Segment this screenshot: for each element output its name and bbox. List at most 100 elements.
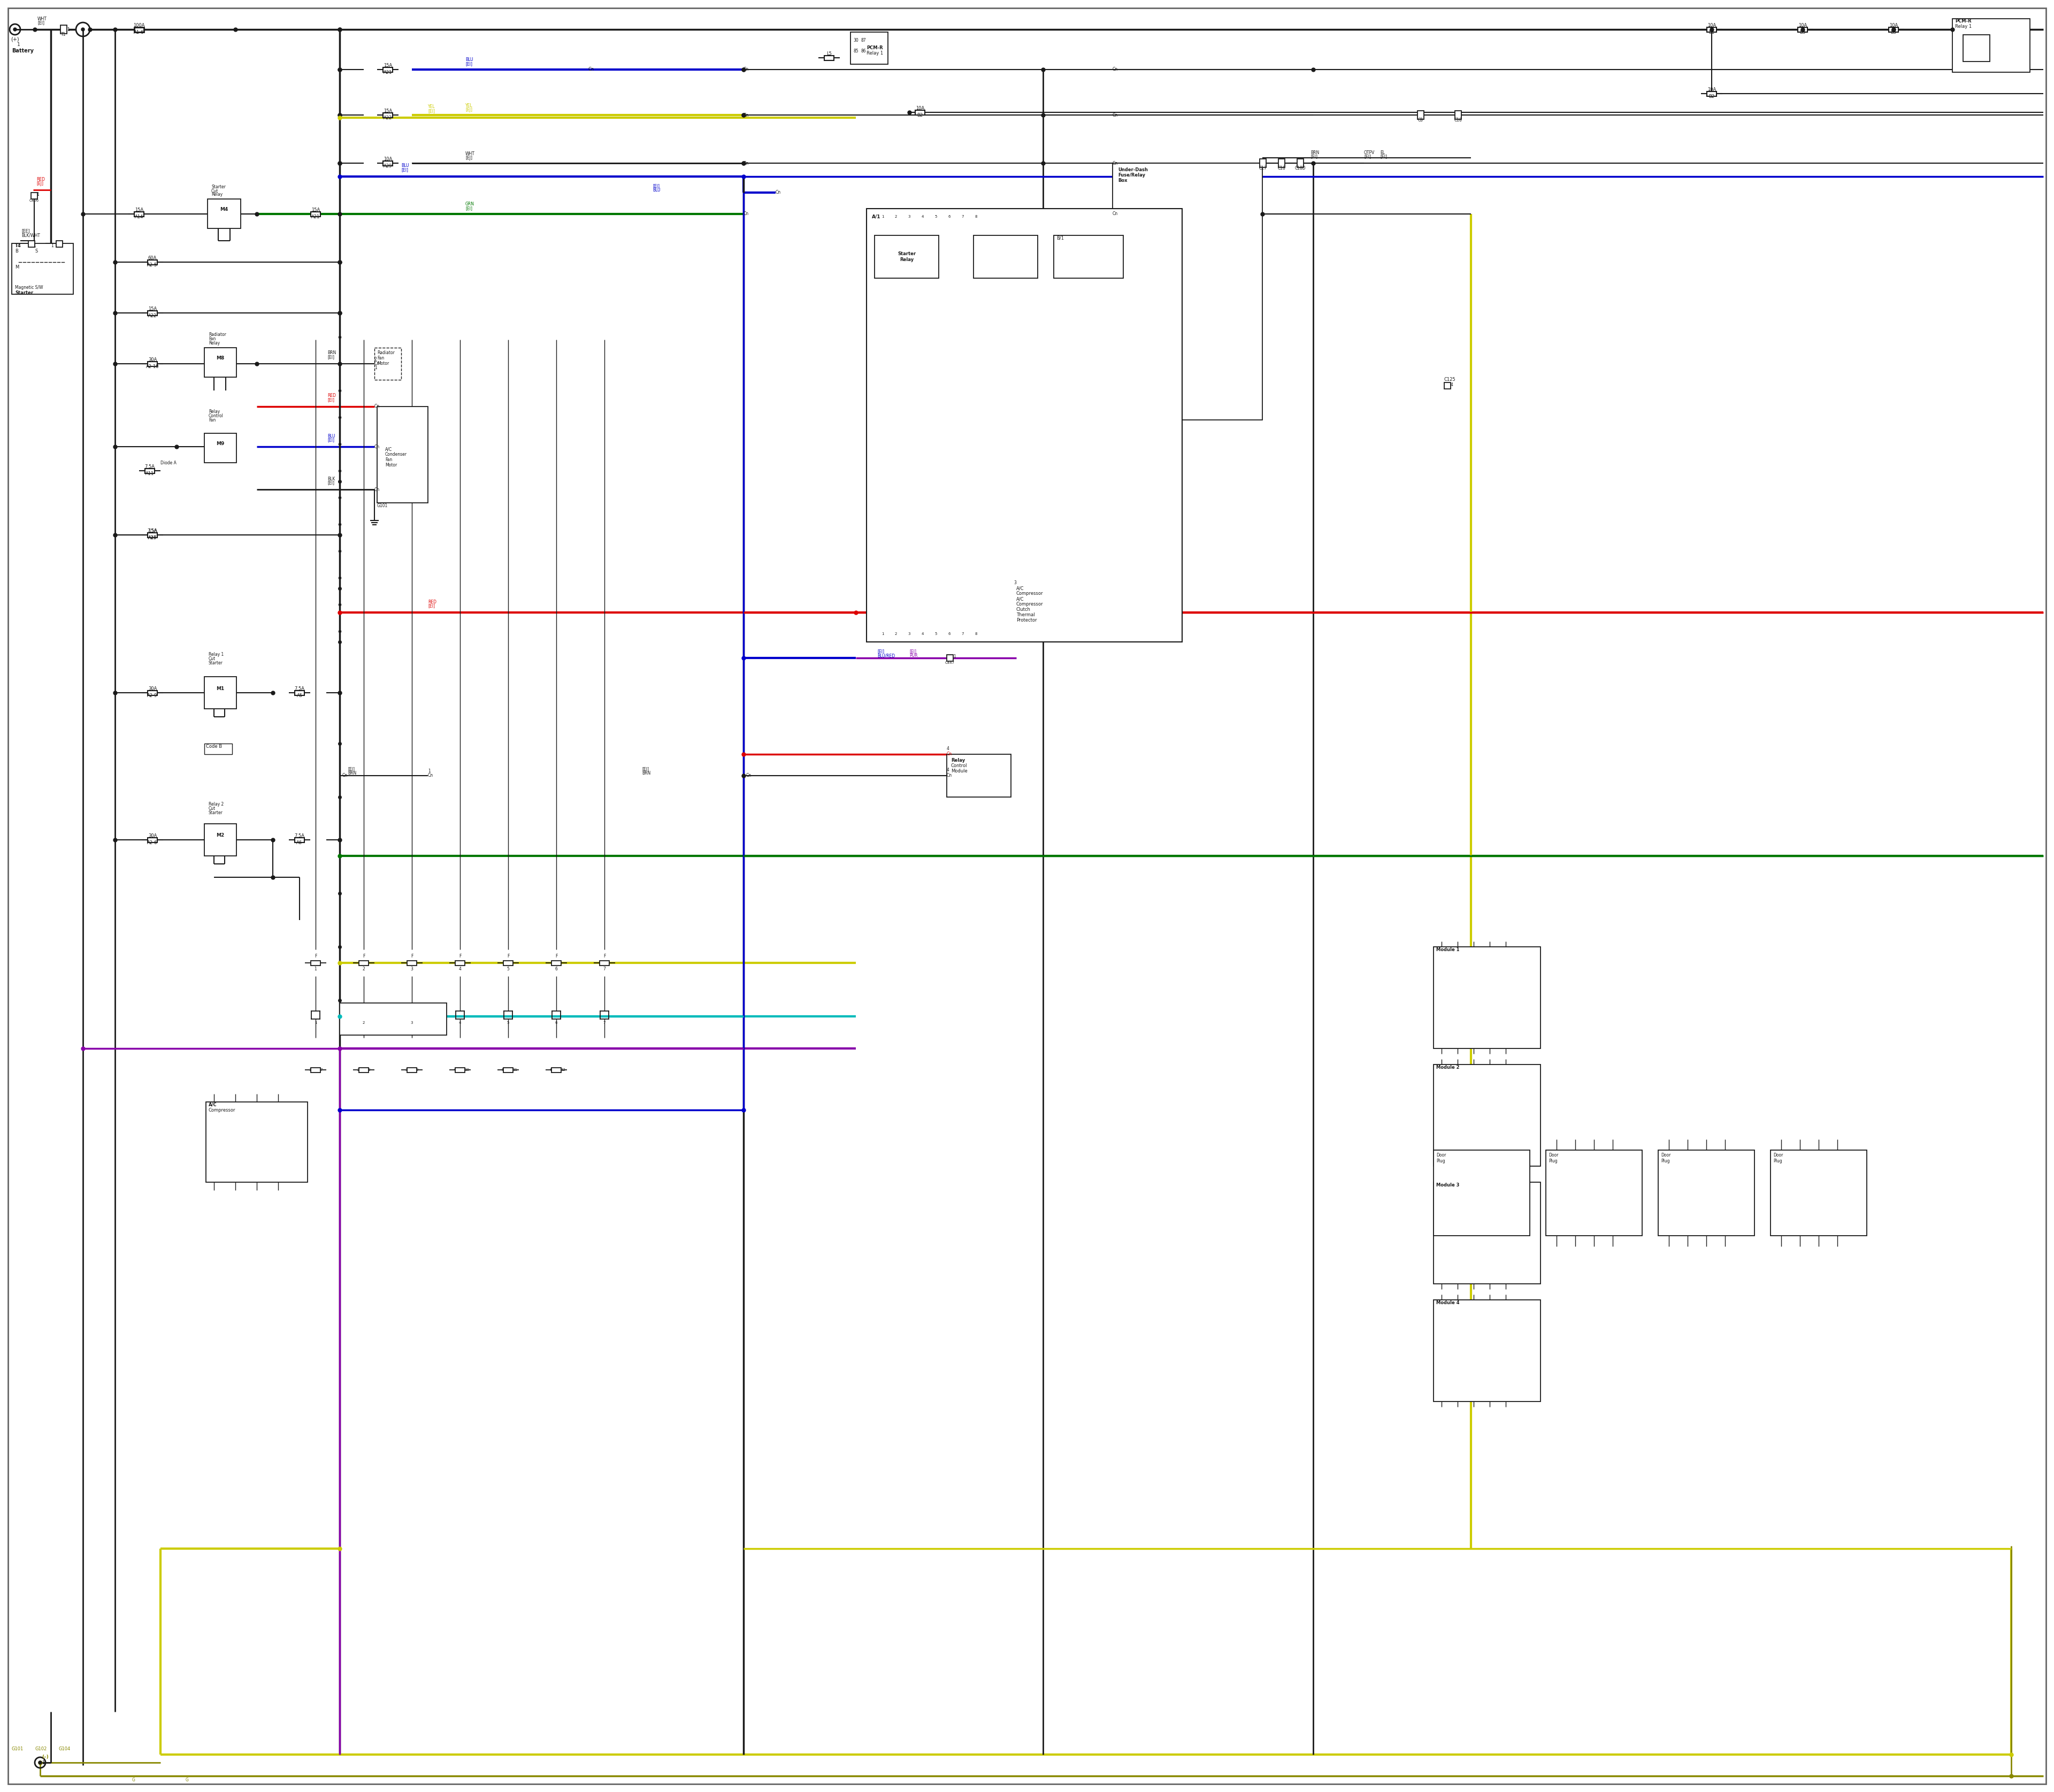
Text: A11: A11 bbox=[146, 471, 154, 477]
Text: Cn: Cn bbox=[947, 772, 953, 778]
Text: Module: Module bbox=[951, 769, 967, 774]
Text: Module 4: Module 4 bbox=[1436, 1301, 1460, 1305]
Text: 3: 3 bbox=[411, 968, 413, 971]
Text: [EI]: [EI] bbox=[641, 767, 649, 772]
Text: [EI]: [EI] bbox=[327, 355, 335, 360]
Text: 100A: 100A bbox=[134, 23, 146, 29]
Text: Door
Plug: Door Plug bbox=[1773, 1152, 1783, 1163]
Text: Relay 1: Relay 1 bbox=[867, 52, 883, 56]
Text: Box: Box bbox=[1117, 177, 1128, 183]
Text: [EI]: [EI] bbox=[910, 649, 916, 654]
Text: Cn: Cn bbox=[427, 772, 433, 778]
Text: B/1: B/1 bbox=[1056, 235, 1064, 240]
Text: B: B bbox=[14, 249, 18, 254]
Text: 4: 4 bbox=[454, 1068, 456, 1072]
Text: 30: 30 bbox=[852, 38, 859, 43]
Text: G102: G102 bbox=[35, 1747, 47, 1751]
Bar bbox=[1259, 159, 1265, 167]
Text: G: G bbox=[131, 1778, 136, 1783]
Bar bbox=[456, 961, 464, 966]
Text: 7: 7 bbox=[961, 215, 963, 219]
Text: BRN: BRN bbox=[641, 771, 651, 776]
Text: Cn: Cn bbox=[374, 487, 380, 491]
Text: Diode A: Diode A bbox=[160, 461, 177, 466]
Text: BRN: BRN bbox=[327, 351, 337, 355]
Text: Motor: Motor bbox=[378, 362, 388, 366]
Bar bbox=[148, 532, 158, 538]
Text: 6: 6 bbox=[555, 1021, 557, 1025]
Bar bbox=[382, 66, 392, 72]
Text: 1: 1 bbox=[953, 654, 955, 659]
Bar bbox=[407, 1068, 417, 1072]
Text: 15A: 15A bbox=[384, 109, 392, 113]
Text: 2: 2 bbox=[357, 1068, 359, 1072]
Text: BRN: BRN bbox=[347, 771, 357, 776]
Text: Cn: Cn bbox=[1113, 113, 1117, 118]
Text: 85: 85 bbox=[852, 48, 859, 54]
Text: Cn: Cn bbox=[1113, 66, 1117, 72]
Text: A/C: A/C bbox=[386, 446, 392, 452]
Text: Cn: Cn bbox=[343, 772, 347, 778]
Text: A22: A22 bbox=[148, 314, 156, 319]
Bar bbox=[974, 235, 1037, 278]
Text: [EI]: [EI] bbox=[466, 206, 472, 211]
Text: [EI]: [EI] bbox=[653, 185, 659, 188]
Text: A/C: A/C bbox=[210, 1102, 218, 1107]
Text: Cn: Cn bbox=[947, 753, 953, 756]
Text: YEL: YEL bbox=[466, 102, 472, 108]
Text: BLK: BLK bbox=[327, 477, 335, 482]
Circle shape bbox=[82, 29, 84, 30]
Text: (+): (+) bbox=[10, 36, 18, 41]
Bar bbox=[1658, 1150, 1754, 1236]
Text: 60A: 60A bbox=[148, 256, 156, 260]
Text: Starter: Starter bbox=[210, 810, 224, 815]
Text: Starter: Starter bbox=[14, 290, 33, 296]
Bar bbox=[1054, 235, 1124, 278]
Text: Cn: Cn bbox=[374, 362, 380, 366]
Text: C18D: C18D bbox=[1294, 167, 1306, 170]
Text: Compressor: Compressor bbox=[1017, 591, 1043, 597]
Text: Cn: Cn bbox=[1113, 161, 1117, 165]
Text: 8: 8 bbox=[368, 1068, 370, 1072]
Bar bbox=[916, 109, 924, 115]
Text: BLK/WHT: BLK/WHT bbox=[21, 233, 39, 238]
Bar bbox=[12, 244, 74, 294]
Text: 7.5A: 7.5A bbox=[144, 464, 154, 470]
Text: C18: C18 bbox=[1278, 167, 1286, 170]
Text: S: S bbox=[35, 249, 37, 254]
Bar bbox=[359, 961, 368, 966]
Bar bbox=[867, 208, 1183, 642]
Text: Magnetic S/W: Magnetic S/W bbox=[14, 285, 43, 290]
Text: 1: 1 bbox=[51, 244, 53, 249]
Text: OTPV: OTPV bbox=[1364, 151, 1374, 154]
Text: 3: 3 bbox=[405, 1068, 407, 1072]
Text: [EI]: [EI] bbox=[327, 480, 335, 486]
Text: Battery: Battery bbox=[12, 48, 33, 54]
Bar bbox=[55, 240, 62, 247]
Text: 1: 1 bbox=[16, 41, 21, 47]
Text: 86: 86 bbox=[861, 48, 867, 54]
Text: Control: Control bbox=[210, 414, 224, 418]
Text: A2-10: A2-10 bbox=[146, 364, 158, 369]
Bar bbox=[359, 1068, 368, 1072]
Text: 7: 7 bbox=[320, 1068, 322, 1072]
Text: Cn: Cn bbox=[744, 113, 750, 118]
Text: 6: 6 bbox=[949, 633, 951, 636]
Text: A2-9: A2-9 bbox=[148, 694, 158, 699]
Bar bbox=[947, 654, 953, 661]
Text: 5: 5 bbox=[935, 633, 937, 636]
Text: 7: 7 bbox=[604, 1021, 606, 1025]
Text: B2: B2 bbox=[1709, 95, 1715, 99]
Text: 8: 8 bbox=[976, 215, 978, 219]
Bar bbox=[29, 240, 35, 247]
Text: 1: 1 bbox=[881, 633, 883, 636]
Text: YEL: YEL bbox=[427, 104, 435, 109]
Text: [EI]: [EI] bbox=[401, 168, 409, 172]
Text: Cn: Cn bbox=[744, 161, 750, 165]
Text: Cn: Cn bbox=[776, 190, 781, 195]
Text: RED: RED bbox=[37, 177, 45, 181]
Text: 10A: 10A bbox=[1707, 23, 1715, 29]
Text: [EI]: [EI] bbox=[877, 649, 883, 654]
Text: Fan: Fan bbox=[378, 357, 384, 360]
Bar bbox=[148, 260, 158, 265]
